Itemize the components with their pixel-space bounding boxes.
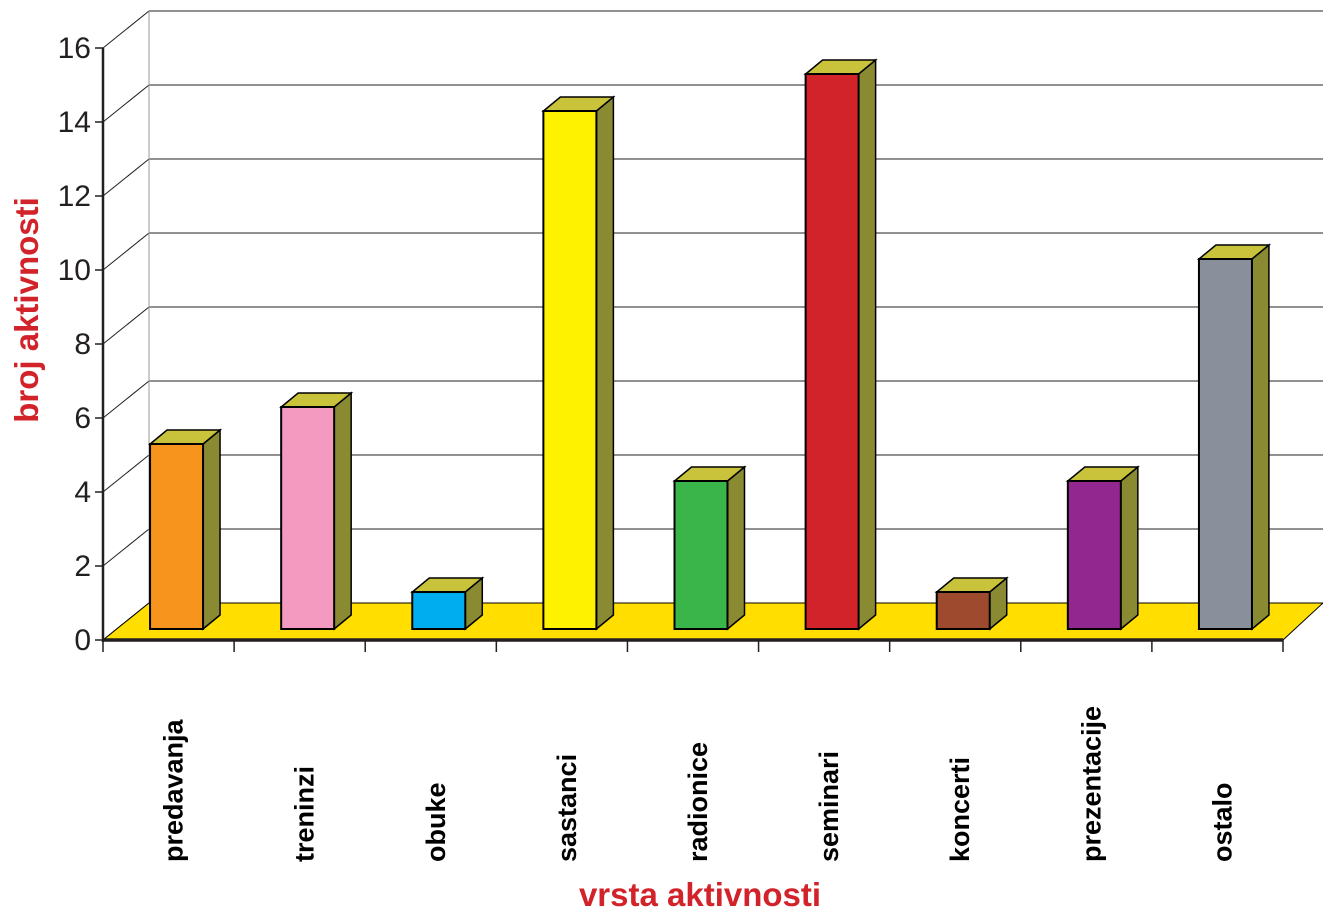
bar-side: [202, 428, 221, 631]
y-tick-label: 2: [74, 550, 91, 583]
bar-front: [1066, 480, 1122, 630]
bar-koncerti: [934, 576, 1009, 631]
bar-prezentacije: [1065, 465, 1140, 631]
y-tick-labels: 0 2 4 6 8 10 12 14 16: [58, 32, 91, 657]
bar-treninzi: [279, 391, 354, 631]
y-tick-label: 8: [74, 328, 91, 361]
category-labels: predavanja treninzi obuke sastanci radionice…: [159, 706, 1238, 862]
bar-front: [804, 73, 860, 630]
category-label: treninzi: [290, 766, 320, 862]
y-tick-label: 10: [58, 254, 91, 287]
bar-front: [280, 406, 336, 630]
category-label: koncerti: [945, 757, 975, 862]
bar-front: [411, 591, 467, 630]
bar-side: [1120, 465, 1139, 631]
bar-front: [673, 480, 729, 630]
y-tick-label: 6: [74, 402, 91, 435]
category-label: prezentacije: [1076, 706, 1106, 862]
bar-front: [1197, 258, 1253, 630]
y-tick-label: 16: [58, 32, 91, 65]
bar-ostalo: [1196, 243, 1272, 631]
category-label: sastanci: [552, 754, 582, 862]
grid-line-side: [102, 158, 150, 197]
bar-side: [857, 58, 877, 631]
bar-front: [542, 110, 598, 630]
bars: [147, 58, 1272, 631]
axes: [95, 47, 1284, 652]
bar-predavanja: [147, 428, 223, 631]
grid-line-side: [102, 306, 150, 345]
category-label: obuke: [421, 782, 451, 862]
category-label: predavanja: [159, 718, 189, 862]
y-tick-label: 14: [58, 106, 91, 139]
category-label: seminari: [814, 751, 844, 862]
bar-side: [595, 95, 615, 631]
bar-side: [726, 465, 746, 631]
y-tick-label: 0: [74, 624, 91, 657]
grid-line-side: [102, 454, 150, 493]
grid-line-side: [102, 232, 150, 271]
bar-sastanci: [541, 95, 616, 631]
y-tick-label: 4: [74, 476, 91, 509]
grid-line-side: [102, 380, 150, 419]
bar-obuke: [410, 576, 485, 631]
bar-radionice: [672, 465, 747, 631]
x-axis-title: vrsta aktivnosti: [579, 876, 821, 913]
grid-line-side: [102, 10, 150, 49]
y-axis-title: broj aktivnosti: [8, 197, 45, 423]
bar-front: [935, 591, 991, 630]
grid-line-side: [102, 528, 150, 567]
category-label: radionice: [683, 742, 713, 862]
bar-side: [1251, 243, 1270, 631]
grid-line-side: [102, 84, 150, 123]
bar-seminari: [803, 58, 878, 631]
y-tick-label: 12: [58, 180, 91, 213]
bar-side: [333, 391, 352, 631]
bar-front: [149, 443, 205, 630]
category-label: ostalo: [1207, 782, 1237, 862]
